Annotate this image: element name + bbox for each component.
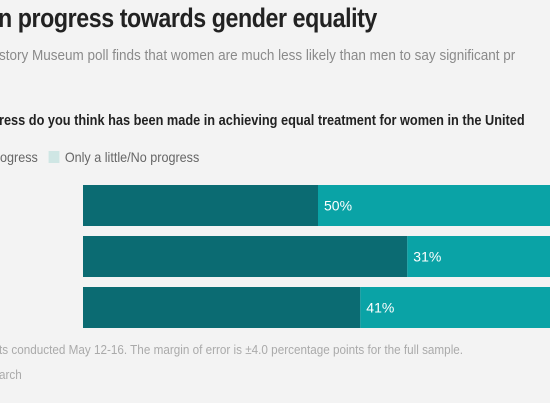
chart-subtitle: story Museum poll finds that women are m… [0, 47, 516, 64]
data-label-3: 41% [366, 300, 394, 316]
source-note: arch [0, 367, 22, 382]
chart-title: n progress towards gender equality [0, 3, 377, 33]
bar-segment-little-progress-3 [360, 287, 550, 328]
survey-question: ress do you think has been made in achie… [0, 112, 525, 129]
bar-segment-progress-3 [83, 287, 361, 328]
bar-segment-little-progress-1 [318, 185, 550, 226]
data-label-2: 31% [413, 249, 441, 265]
legend-item-progress: ogress [0, 149, 38, 165]
bar-segment-little-progress-2 [407, 236, 550, 277]
legend-item-little-progress: Only a little/No progress [48, 149, 200, 165]
data-label-1: 50% [324, 198, 352, 214]
legend-label-progress: ogress [0, 149, 38, 165]
bar-segment-progress-1 [83, 185, 318, 226]
legend-swatch-little-progress [48, 151, 60, 163]
footnote: ts conducted May 12-16. The margin of er… [0, 342, 464, 357]
legend: ogress Only a little/No progress [0, 149, 199, 165]
bar-segment-progress-2 [83, 236, 408, 277]
legend-label-little-progress: Only a little/No progress [64, 149, 200, 165]
